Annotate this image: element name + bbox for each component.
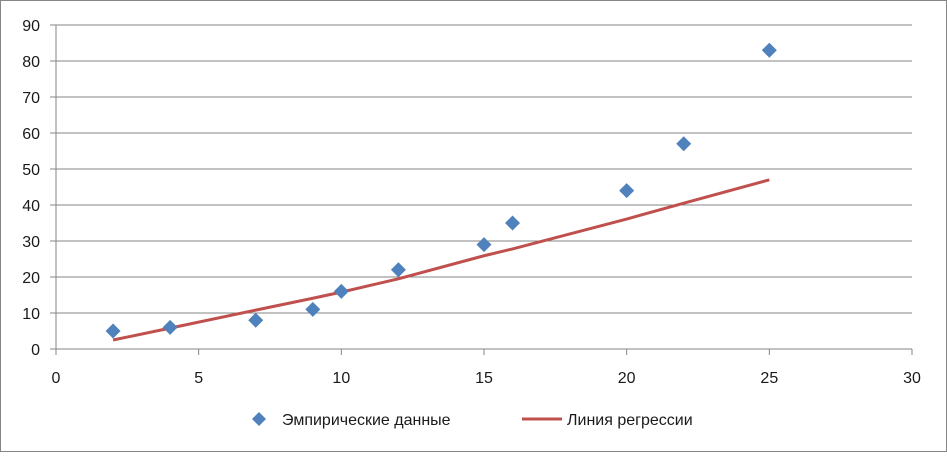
legend: Эмпирические данные Линия регрессии — [252, 412, 693, 429]
tick-labels: 0 10 20 30 40 50 60 70 80 90 0 5 10 15 20 25 30 — [22, 18, 921, 387]
series-layer — [105, 42, 777, 342]
x-tick-label: 20 — [618, 370, 636, 387]
y-tick-label: 0 — [31, 342, 40, 359]
y-tick-label: 30 — [22, 234, 40, 251]
y-tick-label: 10 — [22, 306, 40, 323]
y-tick-label: 50 — [22, 162, 40, 179]
x-tick-label: 0 — [52, 370, 61, 387]
legend-marker-empirical — [252, 412, 266, 426]
grid-lines — [56, 24, 912, 314]
y-tick-label: 20 — [22, 270, 40, 287]
axes — [50, 24, 913, 355]
data-point — [105, 323, 121, 339]
x-tick-label: 15 — [475, 370, 493, 387]
data-point — [333, 283, 349, 299]
x-tick-label: 5 — [194, 370, 203, 387]
x-tick-label: 10 — [332, 370, 350, 387]
data-point — [505, 215, 521, 231]
legend-label-empirical: Эмпирические данные — [282, 412, 451, 429]
data-point — [305, 301, 321, 317]
data-point — [162, 319, 178, 335]
data-point — [619, 183, 635, 199]
data-point — [676, 136, 692, 152]
y-tick-label: 40 — [22, 198, 40, 215]
x-tick-label: 30 — [903, 370, 921, 387]
x-tick-label: 25 — [760, 370, 778, 387]
y-tick-label: 60 — [22, 126, 40, 143]
y-tick-label: 80 — [22, 54, 40, 71]
data-point — [761, 42, 777, 58]
data-point — [248, 312, 264, 328]
regression-line — [112, 178, 770, 342]
y-tick-label: 90 — [22, 18, 40, 35]
data-point — [476, 237, 492, 253]
legend-label-regression: Линия регрессии — [567, 412, 693, 429]
y-tick-label: 70 — [22, 90, 40, 107]
data-point — [390, 262, 406, 278]
